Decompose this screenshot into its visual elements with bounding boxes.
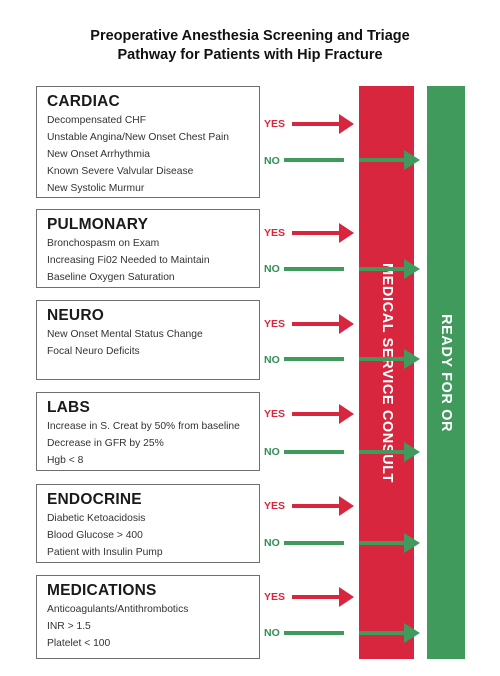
- medications-item: Anticoagulants/Antithrombotics: [47, 604, 189, 615]
- ready-for-or-bar: READY FOR OR: [427, 86, 465, 659]
- no-label-labs: NO: [264, 446, 280, 458]
- cardiac-item: Decompensated CHF: [47, 115, 147, 126]
- neuro-heading: NEURO: [47, 307, 104, 324]
- cardiac-item: New Systolic Murmur: [47, 183, 145, 194]
- yes-arrow-icon: [292, 496, 354, 516]
- cardiac-item: Known Severe Valvular Disease: [47, 166, 194, 177]
- cardiac-box: CARDIAC Decompensated CHF Unstable Angin…: [36, 86, 260, 198]
- title-line-1: Preoperative Anesthesia Screening and Tr…: [90, 28, 410, 44]
- labs-item: Hgb < 8: [47, 455, 84, 466]
- labs-item: Increase in S. Creat by 50% from baselin…: [47, 421, 240, 432]
- title-line-2: Pathway for Patients with Hip Fracture: [117, 47, 383, 63]
- labs-item: Decrease in GFR by 25%: [47, 438, 164, 449]
- no-label-endocrine: NO: [264, 537, 280, 549]
- yes-arrow-icon: [292, 404, 354, 424]
- cardiac-item: Unstable Angina/New Onset Chest Pain: [47, 132, 230, 143]
- medical-service-consult-label: MEDICAL SERVICE CONSULT: [378, 262, 395, 483]
- medications-item: Platelet < 100: [47, 638, 111, 649]
- yes-arrow-icon: [292, 223, 354, 243]
- yes-label-pulmonary: YES: [264, 227, 286, 239]
- cardiac-item: New Onset Arrhythmia: [47, 149, 151, 160]
- no-label-neuro: NO: [264, 354, 280, 366]
- yes-label-medications: YES: [264, 591, 286, 603]
- yes-label-neuro: YES: [264, 318, 286, 330]
- no-label-medications: NO: [264, 627, 280, 639]
- pulmonary-item: Baseline Oxygen Saturation: [47, 272, 175, 283]
- medications-item: INR > 1.5: [47, 621, 91, 632]
- labs-box: LABS Increase in S. Creat by 50% from ba…: [36, 392, 260, 471]
- endocrine-box: ENDOCRINE Diabetic Ketoacidosis Blood Gl…: [36, 484, 260, 563]
- ready-for-or-label: READY FOR OR: [438, 313, 454, 432]
- pulmonary-box: PULMONARY Bronchospasm on Exam Increasin…: [36, 209, 260, 288]
- yes-label-labs: YES: [264, 408, 286, 420]
- neuro-item: New Onset Mental Status Change: [47, 329, 203, 340]
- medical-service-consult-bar: MEDICAL SERVICE CONSULT: [359, 86, 414, 659]
- pulmonary-item: Bronchospasm on Exam: [47, 238, 160, 249]
- yes-arrow-icon: [292, 314, 354, 334]
- no-label-pulmonary: NO: [264, 263, 280, 275]
- medications-heading: MEDICATIONS: [47, 582, 157, 599]
- endocrine-heading: ENDOCRINE: [47, 491, 142, 508]
- yes-label-endocrine: YES: [264, 500, 286, 512]
- yes-label-cardiac: YES: [264, 118, 286, 130]
- neuro-box: NEURO New Onset Mental Status Change Foc…: [36, 300, 260, 380]
- endocrine-item: Diabetic Ketoacidosis: [47, 513, 146, 524]
- endocrine-item: Blood Glucose > 400: [47, 530, 143, 541]
- yes-arrow-icon: [292, 114, 354, 134]
- cardiac-heading: CARDIAC: [47, 93, 120, 110]
- no-label-cardiac: NO: [264, 155, 280, 167]
- yes-arrow-icon: [292, 587, 354, 607]
- pulmonary-item: Increasing Fi02 Needed to Maintain: [47, 255, 210, 266]
- medications-box: MEDICATIONS Anticoagulants/Antithromboti…: [36, 575, 260, 659]
- neuro-item: Focal Neuro Deficits: [47, 346, 140, 357]
- labs-heading: LABS: [47, 399, 90, 416]
- pulmonary-heading: PULMONARY: [47, 216, 149, 233]
- endocrine-item: Patient with Insulin Pump: [47, 547, 163, 558]
